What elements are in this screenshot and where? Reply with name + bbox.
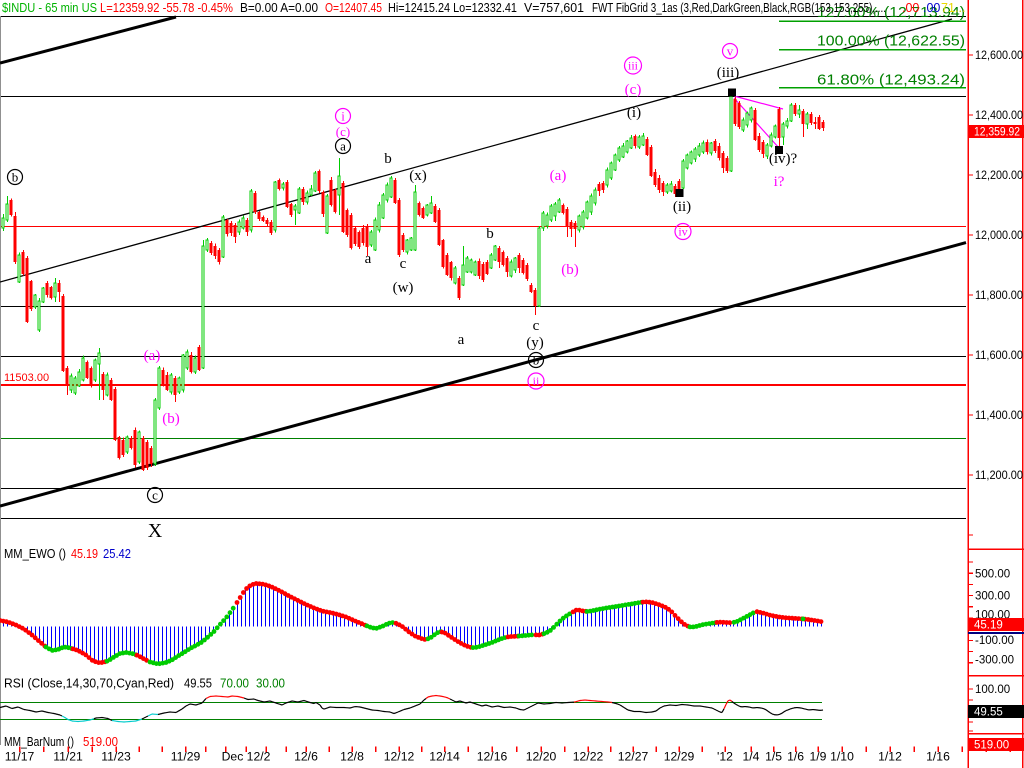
- svg-text:.00: .00: [923, 1, 940, 15]
- svg-text:$INDU - 65 min US: $INDU - 65 min US: [2, 1, 97, 15]
- svg-text:-100.00: -100.00: [975, 635, 1014, 647]
- svg-text:Hi=12415.24 Lo=12332.41: Hi=12415.24 Lo=12332.41: [388, 1, 517, 15]
- svg-text:X: X: [148, 520, 163, 542]
- svg-text:O=12407.45: O=12407.45: [325, 1, 382, 15]
- svg-text:100.00: 100.00: [975, 684, 1010, 696]
- svg-text:(iv)?: (iv)?: [769, 151, 798, 167]
- svg-text:11/17: 11/17: [5, 750, 35, 764]
- svg-text:b: b: [486, 226, 494, 242]
- svg-text:RSI (Close,14,30,70,Cyan,Red): RSI (Close,14,30,70,Cyan,Red): [4, 677, 174, 691]
- svg-text:.00: .00: [902, 1, 919, 15]
- svg-text:'12: '12: [717, 750, 733, 764]
- svg-text:1/16: 1/16: [926, 750, 950, 764]
- svg-text:12,000.00: 12,000.00: [975, 230, 1023, 242]
- svg-text:12,400.00: 12,400.00: [975, 110, 1023, 122]
- svg-text:a: a: [365, 251, 372, 267]
- svg-text:iv: iv: [678, 225, 687, 239]
- svg-text:49.55: 49.55: [974, 707, 1003, 719]
- svg-text:12/22: 12/22: [573, 750, 604, 764]
- svg-text:(ii): (ii): [673, 199, 691, 215]
- svg-text:11/21: 11/21: [53, 750, 83, 764]
- svg-text:12/29: 12/29: [664, 750, 695, 764]
- svg-text:12/27: 12/27: [618, 750, 649, 764]
- svg-text:519.00: 519.00: [974, 740, 1009, 752]
- svg-text:11,800.00: 11,800.00: [975, 290, 1023, 302]
- svg-text:a: a: [458, 332, 465, 348]
- svg-text:(b): (b): [561, 262, 579, 278]
- svg-text:12,200.00: 12,200.00: [975, 170, 1023, 182]
- svg-text:iii: iii: [628, 59, 639, 73]
- svg-text:c: c: [533, 318, 540, 334]
- svg-text:1/10: 1/10: [830, 750, 854, 764]
- svg-text:70.00: 70.00: [220, 677, 249, 691]
- svg-text:b: b: [12, 170, 19, 185]
- svg-text:71: 71: [941, 1, 955, 15]
- svg-text:(iii): (iii): [717, 65, 740, 81]
- svg-text:1/12: 1/12: [878, 750, 902, 764]
- svg-text:45.19: 45.19: [71, 547, 98, 561]
- svg-text:FWT FibGrid 3_1as (3,Red,DarkG: FWT FibGrid 3_1as (3,Red,DarkGreen,Black…: [592, 1, 886, 15]
- svg-text:300.00: 300.00: [975, 591, 1010, 603]
- svg-text:12/6: 12/6: [294, 750, 318, 764]
- svg-text:MM_BarNum (): MM_BarNum (): [4, 735, 74, 749]
- svg-text:12,600.00: 12,600.00: [975, 50, 1023, 62]
- svg-text:(i): (i): [627, 105, 641, 121]
- svg-text:45.19: 45.19: [974, 620, 1003, 632]
- svg-text:V=757,601: V=757,601: [524, 1, 584, 15]
- svg-text:12/20: 12/20: [526, 750, 557, 764]
- svg-text:11,400.00: 11,400.00: [975, 410, 1023, 422]
- svg-text:12,359.92: 12,359.92: [974, 127, 1020, 139]
- svg-text:(x): (x): [409, 168, 427, 184]
- svg-text:Dec 12/2: Dec 12/2: [222, 750, 271, 764]
- svg-text:500.00: 500.00: [975, 569, 1010, 581]
- svg-text:519.00: 519.00: [83, 735, 118, 749]
- svg-text:1/4: 1/4: [743, 750, 760, 764]
- svg-text:...: ...: [955, 1, 965, 15]
- svg-text:11503.00: 11503.00: [4, 372, 49, 384]
- svg-text:61.80% (12,493.24): 61.80% (12,493.24): [817, 72, 965, 89]
- svg-text:a: a: [340, 139, 346, 154]
- svg-text:127.00% (12,713.94): 127.00% (12,713.94): [817, 4, 965, 21]
- svg-text:MM_EWO (): MM_EWO (): [4, 547, 66, 561]
- svg-text:L=12359.92 -55.78 -0.45%: L=12359.92 -55.78 -0.45%: [100, 1, 233, 15]
- svg-text:(c): (c): [336, 124, 350, 139]
- svg-text:100.00% (12,622.55): 100.00% (12,622.55): [817, 33, 965, 50]
- svg-text:(y): (y): [526, 335, 544, 351]
- svg-text:ii: ii: [533, 374, 540, 388]
- svg-text:B=0.00 A=0.00: B=0.00 A=0.00: [240, 1, 318, 15]
- svg-text:c: c: [152, 488, 158, 503]
- svg-text:b: b: [384, 151, 392, 167]
- svg-text:i: i: [341, 109, 345, 124]
- svg-text:1/5: 1/5: [765, 750, 782, 764]
- svg-text:(w): (w): [393, 280, 414, 296]
- svg-text:25.42: 25.42: [103, 547, 131, 561]
- svg-text:b: b: [533, 353, 540, 368]
- svg-text:12/8: 12/8: [340, 750, 364, 764]
- svg-text:(a): (a): [144, 348, 161, 364]
- svg-text:-300.00: -300.00: [975, 655, 1014, 667]
- svg-text:11/23: 11/23: [101, 750, 131, 764]
- svg-text:(b): (b): [162, 411, 180, 427]
- svg-text:(a): (a): [550, 168, 567, 184]
- svg-text:12/14: 12/14: [429, 750, 460, 764]
- svg-text:1/9: 1/9: [810, 750, 827, 764]
- svg-text:11,200.00: 11,200.00: [975, 470, 1023, 482]
- svg-text:12/16: 12/16: [477, 750, 508, 764]
- svg-text:v: v: [727, 44, 734, 59]
- svg-text:49.55: 49.55: [184, 677, 212, 691]
- svg-text:30.00: 30.00: [256, 677, 285, 691]
- svg-text:1/6: 1/6: [787, 750, 804, 764]
- svg-text:11/29: 11/29: [171, 750, 201, 764]
- svg-text:12/12: 12/12: [384, 750, 415, 764]
- svg-text:c: c: [400, 256, 407, 272]
- svg-text:(c): (c): [625, 82, 642, 98]
- svg-text:11,600.00: 11,600.00: [975, 350, 1023, 362]
- svg-text:i?: i?: [774, 174, 785, 190]
